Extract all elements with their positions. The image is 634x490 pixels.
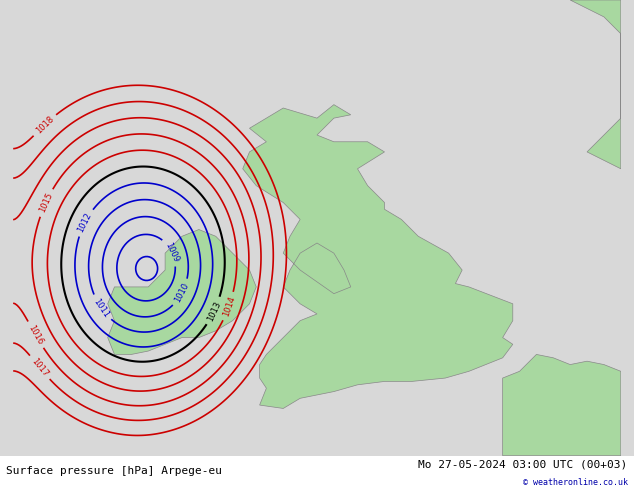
Text: 1010: 1010 (173, 281, 191, 304)
Text: 1016: 1016 (27, 323, 44, 346)
Polygon shape (570, 0, 621, 169)
Text: 1015: 1015 (37, 191, 55, 214)
Text: 1013: 1013 (205, 299, 223, 322)
Text: © weatheronline.co.uk: © weatheronline.co.uk (522, 478, 628, 487)
Text: Surface pressure [hPa] Arpege-eu: Surface pressure [hPa] Arpege-eu (6, 466, 223, 476)
Text: 1018: 1018 (34, 115, 55, 136)
Text: © weatheronline.co.uk: © weatheronline.co.uk (504, 478, 628, 488)
Text: 1009: 1009 (163, 241, 180, 263)
Text: 1017: 1017 (29, 356, 50, 378)
Text: Mo 27-05-2024 03:00 UTC (00+03): Mo 27-05-2024 03:00 UTC (00+03) (418, 460, 628, 469)
Text: 1012: 1012 (76, 211, 94, 234)
Text: 1011: 1011 (91, 296, 111, 319)
Polygon shape (503, 354, 621, 456)
Polygon shape (243, 105, 513, 409)
Text: Surface pressure [hPa] Arpege-eu: Surface pressure [hPa] Arpege-eu (6, 466, 223, 476)
Text: 1014: 1014 (221, 295, 236, 318)
Polygon shape (108, 229, 256, 354)
Text: Mo 27-05-2024 03:00 UTC (00+03): Mo 27-05-2024 03:00 UTC (00+03) (418, 460, 628, 469)
